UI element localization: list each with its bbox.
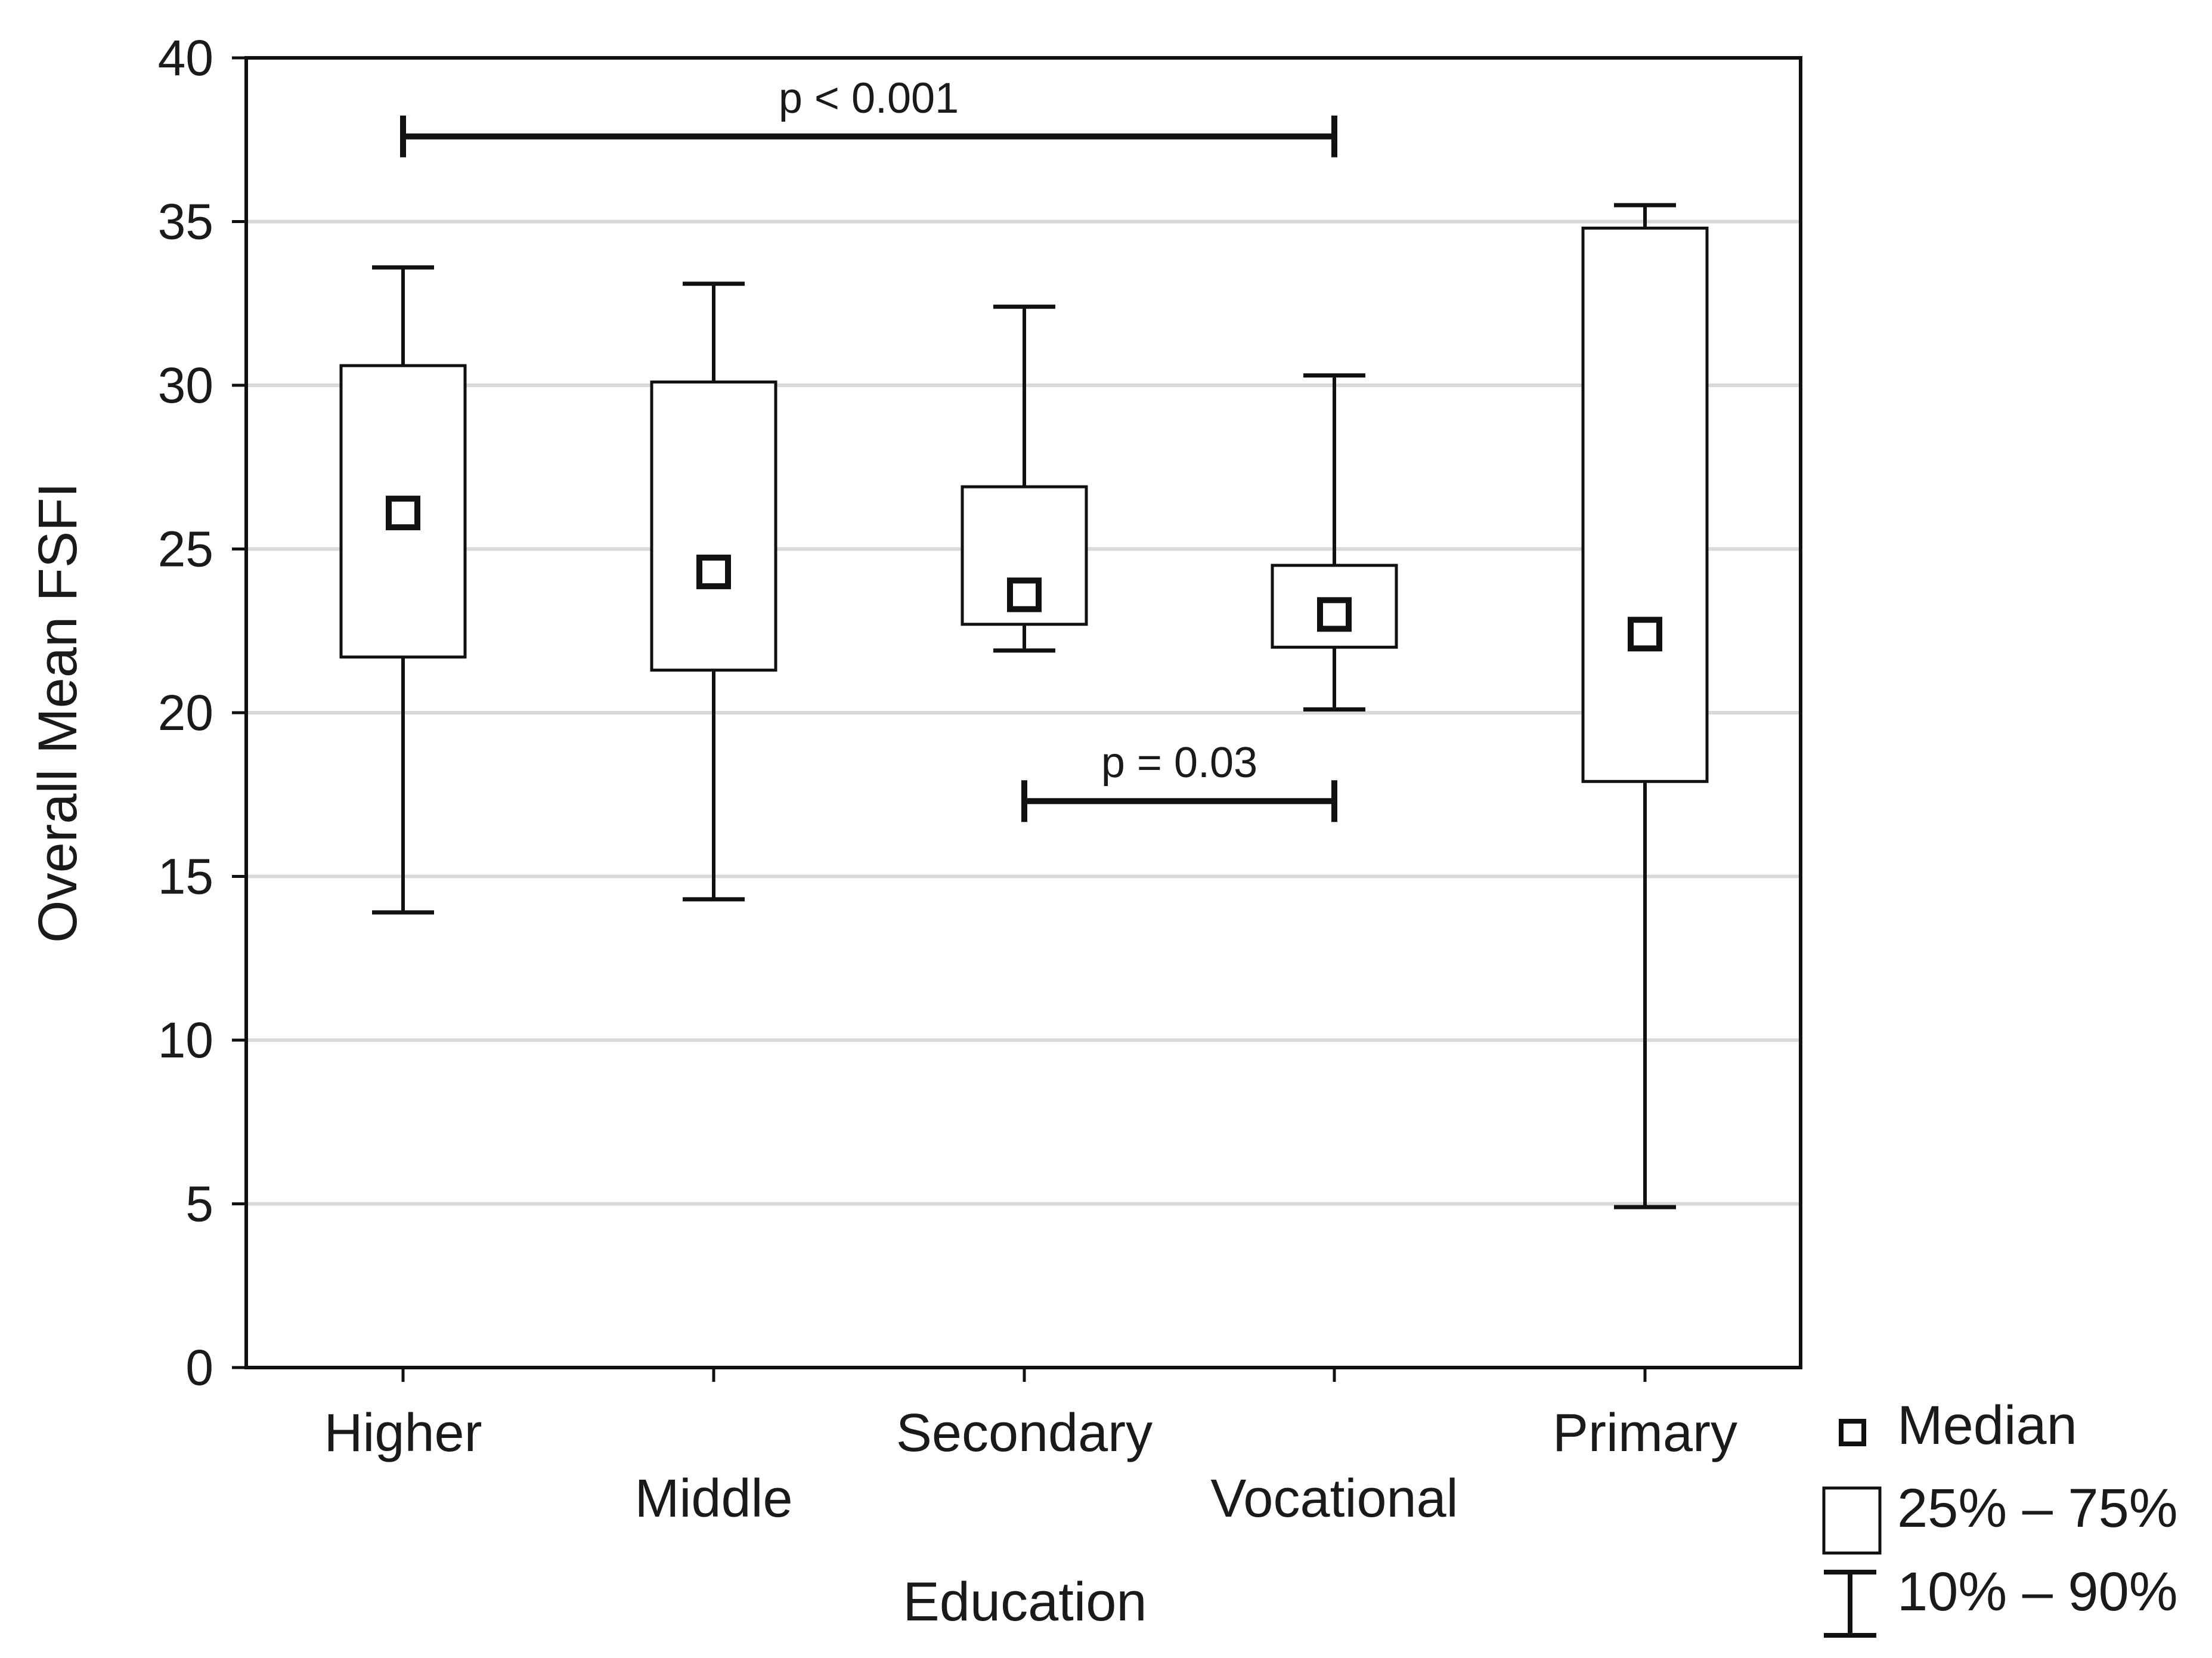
iqr-box <box>339 364 467 659</box>
p-value-label: p < 0.001 <box>779 75 959 122</box>
iqr-box <box>650 381 777 672</box>
legend-whisker-label: 10% – 90% <box>1897 1561 2178 1622</box>
legend-whisker-icon <box>1824 1570 1876 1638</box>
median-marker <box>1007 577 1042 613</box>
y-tick-label: 30 <box>158 357 213 413</box>
y-tick-label: 0 <box>185 1340 213 1396</box>
legend: Median 25% – 75% 10% – 90% <box>1822 1395 2178 1638</box>
y-tick-label: 20 <box>158 685 213 741</box>
x-tick-label: Higher <box>324 1403 482 1463</box>
x-tick-label: Vocational <box>1210 1469 1458 1529</box>
legend-box-label: 25% – 75% <box>1897 1478 2178 1539</box>
y-axis-title: Overall Mean FSFI <box>27 482 88 943</box>
legend-box-icon <box>1822 1486 1882 1555</box>
legend-median-icon <box>1839 1419 1866 1446</box>
x-tick-label: Primary <box>1553 1403 1737 1463</box>
median-marker <box>1317 597 1352 632</box>
box-group <box>650 282 777 902</box>
significance-annotations: p < 0.001 p = 0.03 <box>400 75 1337 822</box>
box-series <box>339 203 1709 1210</box>
y-tick-label: 25 <box>158 521 213 577</box>
significance-bracket: p < 0.001 <box>400 75 1337 157</box>
median-marker <box>696 554 731 589</box>
iqr-box <box>1581 226 1709 783</box>
median-marker <box>386 496 420 531</box>
significance-bracket: p = 0.03 <box>1021 739 1337 822</box>
p-value-label: p = 0.03 <box>1101 739 1257 787</box>
median-marker <box>1628 617 1662 652</box>
x-tick-label: Secondary <box>896 1403 1153 1463</box>
x-tick-label: Middle <box>634 1469 792 1529</box>
y-tick-label: 10 <box>158 1012 213 1068</box>
x-axis-ticks: Higher Middle Secondary Vocational Primary <box>324 1368 1737 1529</box>
y-tick-label: 40 <box>158 30 213 86</box>
y-tick-label: 15 <box>158 849 213 905</box>
box-group <box>339 265 467 915</box>
legend-median-label: Median <box>1897 1395 2077 1456</box>
x-axis-title: Education <box>903 1572 1147 1632</box>
box-group <box>1271 373 1398 712</box>
box-group <box>1581 203 1709 1210</box>
y-tick-label: 35 <box>158 194 213 250</box>
y-tick-label: 5 <box>185 1176 213 1232</box>
box-group <box>961 304 1088 653</box>
y-axis-ticks: 0 5 10 15 20 25 30 35 40 <box>158 30 246 1396</box>
